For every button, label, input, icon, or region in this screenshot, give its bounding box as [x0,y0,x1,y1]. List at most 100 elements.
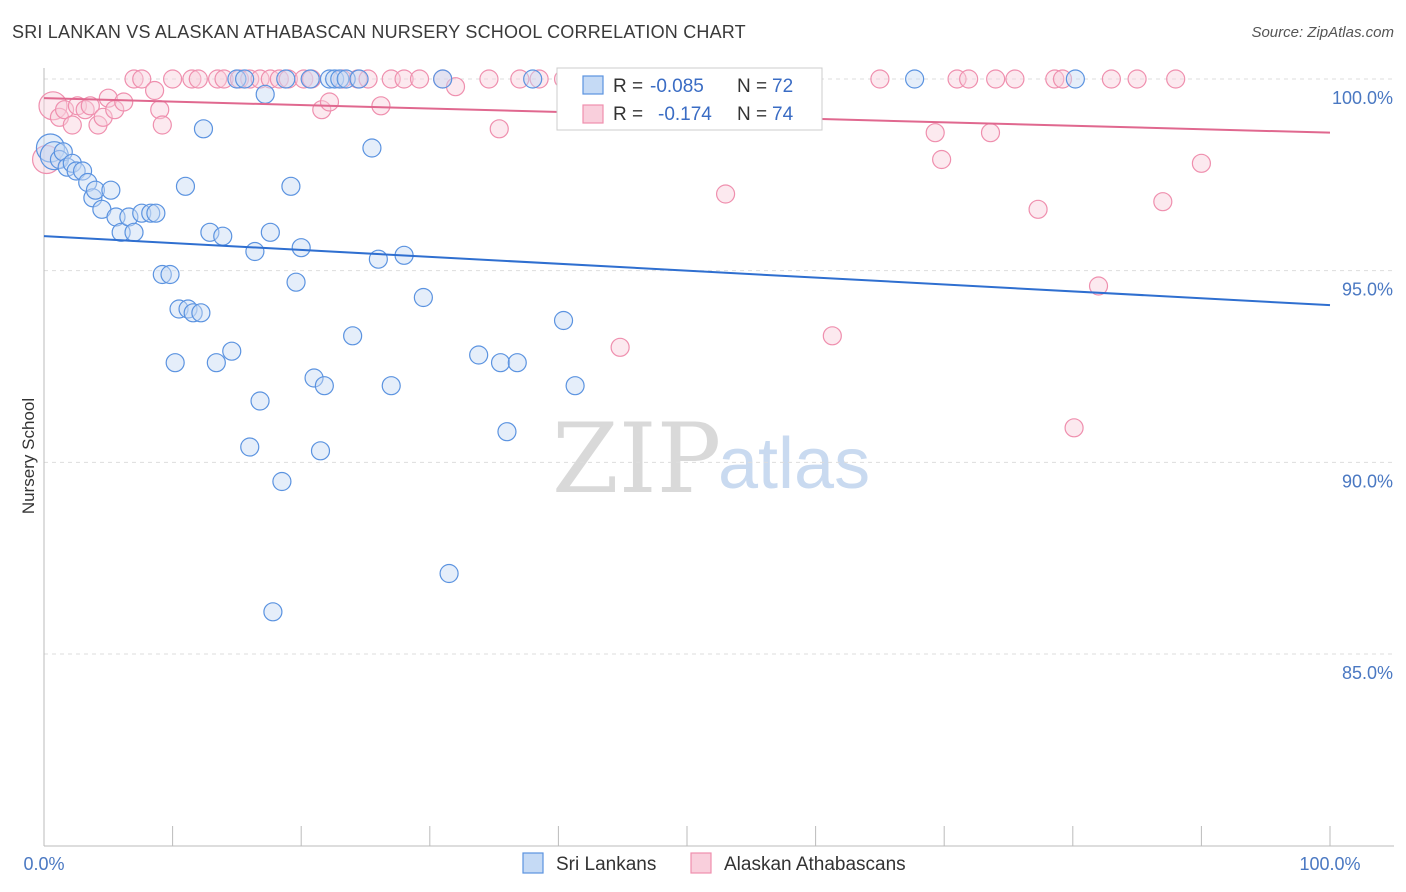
alaskan-athabascans-point-65 [1028,199,1048,219]
sri-lankans-point-56 [362,138,382,158]
alaskan-athabascans-point-14 [132,69,152,89]
legend-r-value-1: -0.085 [650,76,704,97]
sri-lankans-point-29 [200,222,220,242]
y-tick-label-0: 100.0% [1332,88,1393,108]
sri-lankans-point-7 [72,161,93,181]
sri-lankans-point-15 [119,207,139,227]
sri-lankans-point-21 [160,264,180,285]
sri-lankans-point-54 [343,326,363,346]
alaskan-athabascans-point-56 [822,326,842,346]
alaskan-athabascans-point-68 [1064,418,1084,438]
sri-lankans-point-55 [349,69,369,89]
alaskan-athabascans-point-25 [250,69,270,89]
sri-lankans-point-60 [413,287,433,308]
sri-lankans-point-40 [263,602,283,622]
alaskan-athabascans-point-4 [62,115,82,135]
sri-lankans-point-45 [291,238,311,258]
alaskan-athabascans-point-13 [124,69,144,89]
sri-lankans-point-67 [523,69,543,89]
sri-lankans-point-16 [124,222,144,242]
alaskan-athabascans-point-6 [75,100,95,120]
sri-lankans-point-62 [439,563,459,584]
alaskan-athabascans-point-69 [1088,276,1109,296]
sri-lankans-point-52 [330,69,350,89]
alaskan-athabascans-point-38 [394,69,414,89]
sri-lankans-point-19 [146,203,166,223]
x-tick-label-min: 0.0% [23,854,64,874]
sri-lankans-point-35 [240,437,260,457]
x-tick-label-max: 100.0% [1299,854,1360,874]
sri-lankans-point-20 [152,264,172,285]
sri-lankans-point-24 [175,176,196,196]
alaskan-athabascans-point-48 [610,337,630,357]
alaskan-athabascans-point-57 [870,69,890,89]
sri-lankans-point-70 [905,69,925,89]
bottom-legend-swatch-sri-lankans [522,852,544,874]
alaskan-athabascans-point-12 [114,92,134,112]
sri-lankans-point-58 [381,376,401,396]
alaskan-athabascans-point-17 [152,115,172,135]
chart-title: SRI LANKAN VS ALASKAN ATHABASCAN NURSERY… [12,22,746,42]
legend-n-value-1: 72 [772,76,793,97]
alaskan-athabascans-point-62 [980,123,1001,143]
alaskan-athabascans-point-36 [371,96,391,116]
watermark-zip: ZIP [552,403,721,515]
sri-lankans-point-64 [490,353,511,373]
alaskan-athabascans-point-58 [925,123,945,143]
legend-n-label-1: N = [737,76,767,97]
sri-lankans-point-22 [165,353,185,373]
trend-line-sri-lankans [43,235,1331,307]
legend-r-label-2: R = [613,104,643,125]
sri-lankans-point-50 [319,69,340,89]
series-legend: Sri Lankans Alaskan Athabascans [522,852,906,875]
legend-swatch-pink [582,104,604,124]
source-label: Source: ZipAtlas.com [1251,24,1394,41]
alaskan-athabascans-point-64 [1005,69,1025,89]
sri-lankans-point-66 [507,353,527,373]
alaskan-athabascans-point-21 [208,69,228,89]
series-sri-lankans-points [35,69,1085,622]
legend-r-label-1: R = [613,76,643,97]
alaskan-athabascans-point-43 [489,119,509,139]
sri-lankans-point-26 [183,303,203,323]
alaskan-athabascans-point-59 [932,149,952,170]
sri-lankans-point-65 [497,422,517,442]
alaskan-athabascans-point-61 [959,69,979,89]
y-tick-label-2: 90.0% [1342,471,1393,491]
alaskan-athabascans-point-45 [529,69,549,89]
alaskan-athabascans-point-9 [93,107,113,127]
sri-lankans-point-48 [310,441,331,461]
axes [43,68,1394,847]
alaskan-athabascans-point-42 [479,69,499,89]
sri-lankans-point-42 [276,69,296,89]
sri-lankans-point-44 [286,272,306,292]
sri-lankans-point-49 [314,376,334,396]
y-tick-labels: 100.0% 95.0% 90.0% 85.0% [1332,88,1393,683]
legend-swatch-blue [582,75,604,95]
sri-lankans-point-68 [553,310,574,331]
sri-lankans-point-38 [255,84,275,104]
watermark-atlas: atlas [718,424,870,504]
sri-lankans-point-8 [78,172,98,193]
alaskan-athabascans-point-10 [98,88,118,108]
alaskan-athabascans-point-32 [319,92,340,112]
alaskan-athabascans-point-3 [54,100,75,120]
alaskan-athabascans-point-18 [163,69,183,89]
gridlines [44,78,1394,655]
alaskan-athabascans-point-72 [1153,192,1173,212]
sri-lankans-point-28 [193,119,214,139]
bottom-legend-label-alaskan-athabascans: Alaskan Athabascans [724,854,906,875]
alaskan-athabascans-point-74 [1191,153,1212,173]
sri-lankans-point-30 [206,353,226,373]
sri-lankans-point-33 [227,69,247,89]
alaskan-athabascans-point-20 [188,69,208,89]
sri-lankans-point-27 [191,303,211,323]
correlation-legend: R = -0.085 N = 72 R = -0.174 N = 74 [556,67,823,131]
alaskan-athabascans-point-39 [409,69,430,89]
sri-lankans-point-51 [325,69,345,89]
sri-lankans-point-10 [85,180,106,200]
sri-lankans-point-37 [250,391,270,411]
sri-lankans-point-43 [281,176,301,196]
x-ticks [43,826,1331,846]
alaskan-athabascans-point-60 [947,69,967,89]
